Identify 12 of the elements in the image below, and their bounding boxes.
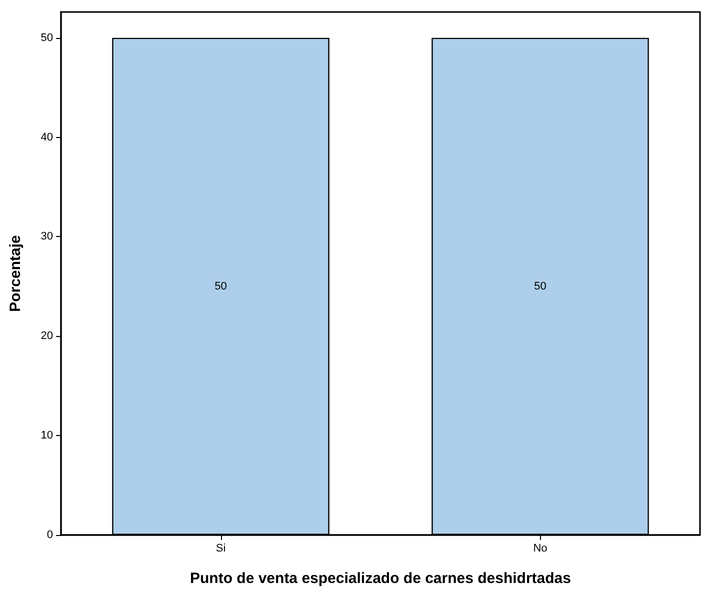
y-tick-label: 30 xyxy=(40,230,53,243)
x-tick-label: Si xyxy=(216,542,226,554)
x-tick-label: No xyxy=(533,542,548,554)
y-tick-label: 20 xyxy=(40,330,53,342)
data-label: 50 xyxy=(534,280,546,292)
y-tick-label: 50 xyxy=(40,32,53,44)
y-tick-label: 10 xyxy=(40,430,53,442)
y-axis-title: Porcentaje xyxy=(7,235,24,312)
x-axis-title: Punto de venta especializado de carnes deshidrtadas xyxy=(190,570,571,587)
y-tick-label: 40 xyxy=(40,131,53,144)
data-label: 50 xyxy=(214,280,227,292)
y-tick-label: 0 xyxy=(46,529,53,541)
